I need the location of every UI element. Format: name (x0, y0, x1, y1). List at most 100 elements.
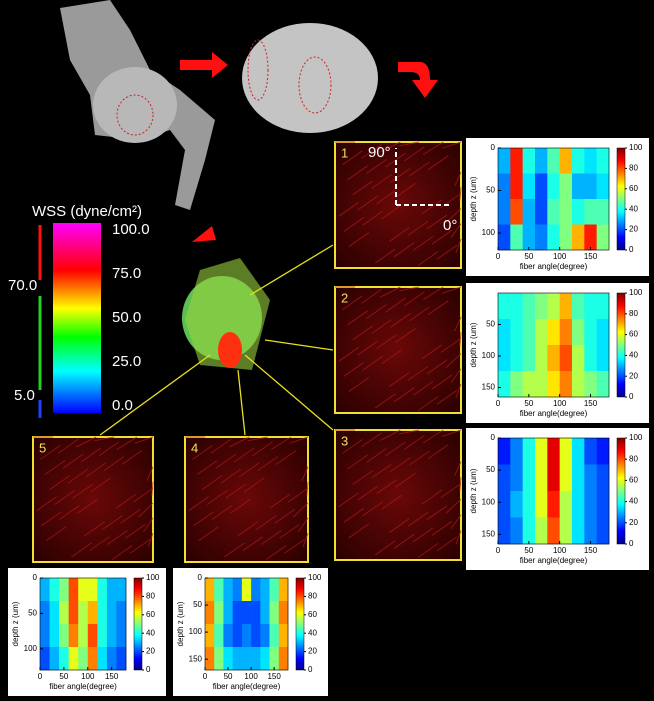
fiber (395, 183, 416, 198)
fiber (422, 286, 444, 301)
heatmap-cell (278, 624, 289, 648)
x-tick-label: 150 (584, 252, 598, 261)
heatmap-cell (214, 647, 224, 671)
y-tick-label: 100 (189, 627, 203, 636)
fiber (342, 438, 363, 454)
colorbar-tick-label: 100 (146, 573, 160, 582)
heatmap-cell (223, 647, 233, 671)
fiber (421, 344, 443, 360)
fiber (39, 445, 61, 460)
colorbar-tick-label: 80 (629, 164, 638, 173)
heatmap-cell (584, 199, 597, 225)
y-tick-label: 100 (24, 644, 38, 653)
heatmap-cell (522, 517, 536, 545)
fiber (75, 436, 97, 448)
y-tick-label: 50 (486, 320, 495, 329)
y-tick-label: 100 (482, 228, 496, 237)
fiber (445, 498, 462, 514)
fiber (347, 454, 368, 470)
colorbar-tick-label: 100.0 (112, 221, 150, 238)
plot-frame (497, 147, 610, 251)
heatmap-cell (547, 345, 560, 372)
fiber (72, 483, 93, 499)
heatmap-cell (572, 293, 585, 320)
fiber (381, 204, 402, 220)
heatmap-cell (87, 601, 98, 625)
fiber (301, 466, 309, 481)
x-tick-label: 50 (524, 252, 533, 261)
fiber (206, 490, 228, 505)
plot-frame (497, 292, 610, 398)
fiber (133, 487, 154, 503)
x-axis-label: fiber angle(degree) (49, 682, 117, 691)
heatmap-cell (559, 148, 573, 174)
fiber (257, 456, 278, 472)
fiber (210, 438, 232, 454)
fiber (147, 532, 154, 548)
heatmap-cell (596, 319, 610, 346)
fiber (343, 362, 365, 377)
colorbar-tick-label: 60 (308, 610, 317, 619)
heatmap-cell (59, 601, 69, 625)
colorbar-tick-label: 80 (308, 592, 317, 601)
heatmap-cell (78, 601, 89, 625)
fiber (375, 393, 396, 409)
heatmap-cell (584, 371, 597, 398)
colorbar-tick-label: 40 (308, 628, 317, 637)
colorbar-tick-label: 0 (629, 392, 634, 401)
fiber (348, 377, 370, 392)
fiber (134, 436, 154, 444)
fiber (85, 462, 107, 478)
heatmap-cell (522, 371, 536, 398)
heatmap-cell (596, 438, 610, 465)
fiber (343, 217, 365, 232)
fiber (417, 251, 439, 266)
heatmap-cell (49, 601, 60, 625)
fiber (407, 511, 429, 527)
y-tick-label: 150 (482, 529, 496, 538)
heatmap-cell (68, 601, 79, 625)
fiber (361, 288, 382, 304)
heatmap-cell (522, 199, 536, 225)
heatmap-cell (547, 517, 560, 545)
colorbar-tick-label: 20 (629, 518, 638, 527)
colorbar (616, 147, 626, 251)
fiber (380, 286, 401, 298)
heatmap-cell (498, 199, 511, 225)
heatmap-cell (572, 491, 585, 518)
fiber (427, 300, 449, 316)
heatmap-cell (269, 578, 280, 602)
fiber (375, 540, 396, 556)
fiber (393, 533, 415, 549)
fiber (338, 346, 360, 362)
heatmap-cell (49, 578, 60, 602)
colorbar-tick-label: 100 (629, 433, 643, 442)
fiber (115, 493, 137, 509)
x-axis-label: fiber angle(degree) (520, 409, 588, 418)
fiber (393, 242, 415, 258)
heatmap-cell (260, 624, 270, 648)
fiber (427, 155, 449, 171)
fiber (197, 460, 218, 475)
fiber (441, 429, 462, 437)
y-tick-label: 100 (482, 351, 496, 360)
heatmap-cell (106, 601, 117, 625)
fiber (116, 436, 138, 450)
colorbar-tick-label: 60 (629, 330, 638, 339)
heatmap-cell (522, 173, 536, 200)
fiber (237, 521, 259, 537)
fiber (412, 235, 434, 251)
colorbar-tick-label: 100 (629, 288, 643, 297)
y-tick-label: 50 (486, 465, 495, 474)
heatmap-cell (498, 148, 511, 174)
x-axis-label: fiber angle(degree) (520, 556, 588, 565)
heatmap-cell (40, 647, 50, 671)
heatmap-cell (522, 491, 536, 518)
heatmap-cell (106, 624, 117, 648)
heatmap-cell (241, 601, 252, 625)
fiber (342, 295, 363, 311)
fiber (289, 436, 309, 444)
fiber (450, 368, 462, 384)
fiber (57, 438, 79, 454)
